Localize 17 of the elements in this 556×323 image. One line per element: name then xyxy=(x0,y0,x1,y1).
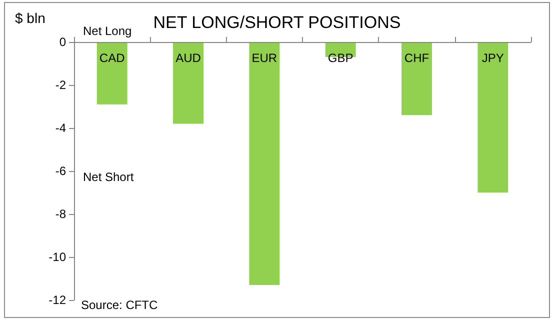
x-tick-label: JPY xyxy=(482,51,504,65)
x-tick-label: AUD xyxy=(176,51,202,65)
y-tick-label: 0 xyxy=(59,35,66,49)
annotation: Net Short xyxy=(83,170,134,184)
annotation: Source: CFTC xyxy=(81,298,158,312)
y-tick-label: -8 xyxy=(55,207,66,221)
y-tick-label: -12 xyxy=(48,293,66,307)
text: Net Long xyxy=(83,24,132,38)
x-tick-label: CHF xyxy=(404,51,430,65)
y-tick-label: -2 xyxy=(55,78,66,92)
y-tick-label: -4 xyxy=(55,121,66,135)
y-axis-title: $ bln xyxy=(15,10,46,26)
y-tick-label: -10 xyxy=(48,250,66,264)
chart-title: NET LONG/SHORT POSITIONS xyxy=(153,13,401,32)
x-tick-label: CAD xyxy=(99,51,126,65)
y-tick-label: -6 xyxy=(55,164,66,178)
x-tick-label: EUR xyxy=(252,51,278,65)
